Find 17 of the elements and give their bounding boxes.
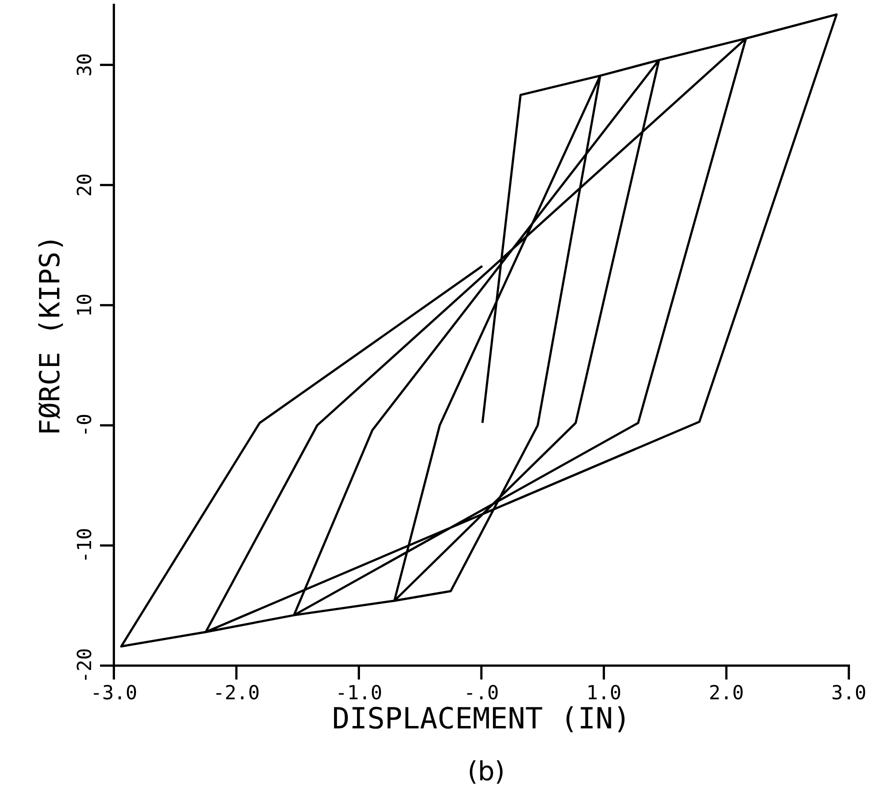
x-axis-title: DISPLACEMENT (IN): [334, 706, 625, 732]
y-axis-title: FØRCE (KIPS): [38, 240, 63, 432]
x-tick-label: 3.0: [832, 684, 866, 700]
text: (b): [470, 760, 503, 784]
x-tick-label: -1.0: [338, 684, 382, 700]
y-tick-label: 30: [76, 54, 92, 76]
y-tick-label: 10: [76, 294, 92, 315]
x-tick-label: 2.0: [710, 684, 743, 700]
x-tick-label: 1.0: [588, 684, 620, 700]
y-tick-label: -10: [76, 529, 92, 560]
x-tick-label: -.0: [467, 684, 498, 700]
x-tick-label: -3.0: [94, 684, 136, 700]
y-tick-label: -20: [76, 649, 92, 680]
y-tick-label: 20: [76, 174, 92, 196]
line-series: [120, 13, 838, 648]
y-tick-label: -0: [76, 414, 92, 434]
x-tick-label: -2.0: [216, 684, 259, 700]
